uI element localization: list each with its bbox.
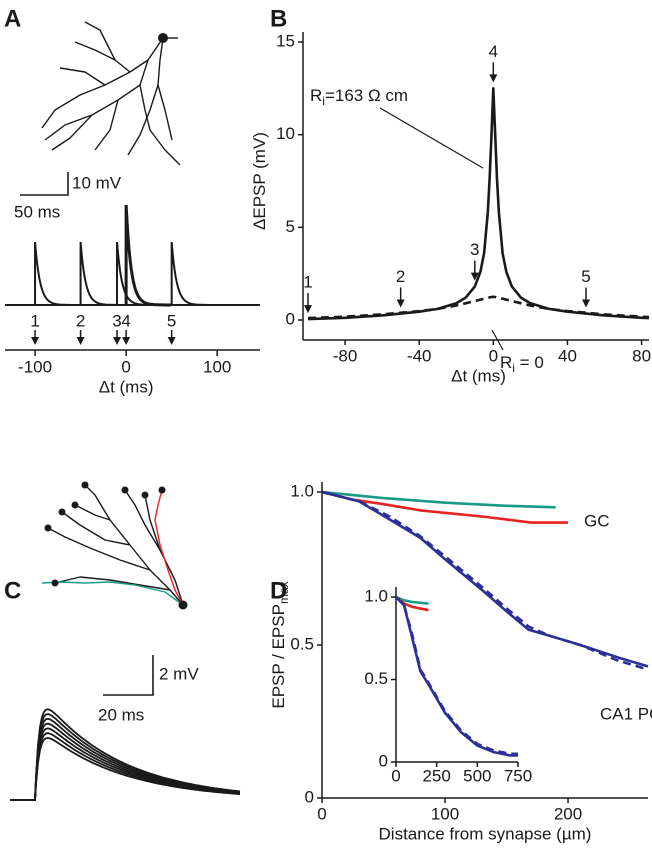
scale-label: 20 ms bbox=[98, 705, 144, 724]
marker-arrow-head bbox=[113, 337, 122, 345]
series-line bbox=[321, 490, 649, 668]
y-axis-label: EPSP / EPSPmax bbox=[269, 581, 291, 708]
panel-letter: A bbox=[4, 5, 21, 32]
y-tick-label: 0 bbox=[305, 787, 314, 806]
annotation-text: R bbox=[500, 353, 512, 372]
annotation: GC bbox=[584, 511, 610, 530]
x-tick-label: 0 bbox=[317, 804, 326, 823]
y-tick-label: 15 bbox=[276, 31, 295, 50]
event-label: 2 bbox=[76, 311, 85, 330]
event-label: 5 bbox=[167, 311, 176, 330]
y-axis-label-sub: max bbox=[277, 581, 291, 604]
y-axis-label: ΔEPSP (mV) bbox=[250, 132, 269, 230]
x-tick-label: 40 bbox=[558, 346, 577, 365]
series-line bbox=[321, 490, 649, 671]
x-tick-label: 500 bbox=[463, 766, 491, 785]
x-axis-label: Δt (ms) bbox=[451, 366, 506, 385]
x-tick-label: 200 bbox=[554, 804, 582, 823]
x-tick-label: -100 bbox=[18, 357, 52, 376]
epsp-trace bbox=[10, 737, 241, 801]
marker-arrow-head bbox=[470, 272, 479, 281]
series-line bbox=[307, 87, 650, 321]
epsp-trace bbox=[124, 204, 172, 307]
series-line bbox=[395, 596, 518, 756]
series-line bbox=[395, 596, 518, 757]
marker-arrow-head bbox=[581, 299, 590, 308]
marker-label: 2 bbox=[396, 267, 405, 286]
x-tick-label: 250 bbox=[422, 766, 450, 785]
annotation-sub: i bbox=[322, 94, 325, 108]
marker-arrow-head bbox=[76, 337, 85, 345]
annotation-text: =163 Ω cm bbox=[325, 86, 408, 105]
x-tick-label: -40 bbox=[407, 346, 432, 365]
marker-arrow-head bbox=[167, 337, 176, 345]
annotation-line bbox=[491, 329, 504, 351]
x-tick-label: -80 bbox=[333, 346, 358, 365]
x-tick-label: 750 bbox=[504, 766, 532, 785]
event-label: 4 bbox=[121, 311, 130, 330]
epsp-trace bbox=[10, 713, 241, 801]
panel-letter: B bbox=[270, 5, 287, 32]
marker-label: 4 bbox=[489, 42, 498, 61]
x-tick-label: 0 bbox=[121, 357, 130, 376]
x-axis-label: Δt (ms) bbox=[99, 377, 154, 396]
marker-label: 3 bbox=[470, 240, 479, 259]
marker-label: 1 bbox=[303, 273, 312, 292]
neuron-morphology bbox=[41, 481, 188, 610]
series-line bbox=[307, 295, 650, 320]
marker-arrow-head bbox=[489, 74, 498, 83]
epsp-trace bbox=[34, 241, 81, 306]
scale-bar bbox=[20, 172, 154, 696]
y-tick-label: 0.5 bbox=[290, 634, 314, 653]
event-label: 1 bbox=[30, 311, 39, 330]
y-tick-label: 0 bbox=[379, 751, 388, 770]
y-tick-label: 0 bbox=[286, 309, 295, 328]
marker-arrow-head bbox=[122, 337, 131, 345]
annotation: Ri = 0 bbox=[500, 353, 544, 375]
x-axis-label: Distance from synapse (µm) bbox=[379, 824, 592, 843]
marker-arrow-head bbox=[396, 299, 405, 308]
epsp-traces bbox=[10, 708, 241, 801]
annotation-sub: i bbox=[512, 361, 515, 375]
panel-letter: C bbox=[4, 577, 21, 604]
y-axis-label-text: ΔEPSP (mV) bbox=[250, 132, 269, 230]
neuron-morphology bbox=[41, 21, 181, 166]
x-tick-label: 0 bbox=[391, 766, 400, 785]
y-tick-label: 1.0 bbox=[364, 586, 388, 605]
marker-arrow-head bbox=[304, 305, 312, 314]
y-tick-label: 10 bbox=[276, 124, 295, 143]
x-tick-label: 100 bbox=[431, 804, 459, 823]
panel-letter: D bbox=[270, 577, 287, 604]
series-line bbox=[321, 490, 556, 509]
marker-arrow-head bbox=[31, 337, 40, 345]
y-tick-label: 1.0 bbox=[290, 481, 314, 500]
y-tick-label: 5 bbox=[286, 217, 295, 236]
epsp-trace bbox=[170, 241, 217, 306]
annotation-text: = 0 bbox=[515, 353, 544, 372]
x-tick-label: 0 bbox=[489, 346, 498, 365]
event-label: 3 bbox=[112, 311, 121, 330]
y-axis-label-text: EPSP / EPSP bbox=[269, 604, 288, 709]
y-tick-label: 0.5 bbox=[364, 669, 388, 688]
annotation-text: R bbox=[310, 86, 322, 105]
annotation: Ri=163 Ω cm bbox=[310, 86, 408, 108]
x-tick-label: 80 bbox=[632, 346, 651, 365]
scale-label: 2 mV bbox=[159, 664, 199, 683]
x-tick-label: 100 bbox=[203, 357, 231, 376]
annotation: CA1 PC bbox=[600, 704, 652, 723]
annotation-line bbox=[379, 107, 484, 169]
scale-label: 50 ms bbox=[14, 202, 60, 221]
marker-label: 5 bbox=[581, 267, 590, 286]
scale-label: 10 mV bbox=[72, 173, 122, 192]
